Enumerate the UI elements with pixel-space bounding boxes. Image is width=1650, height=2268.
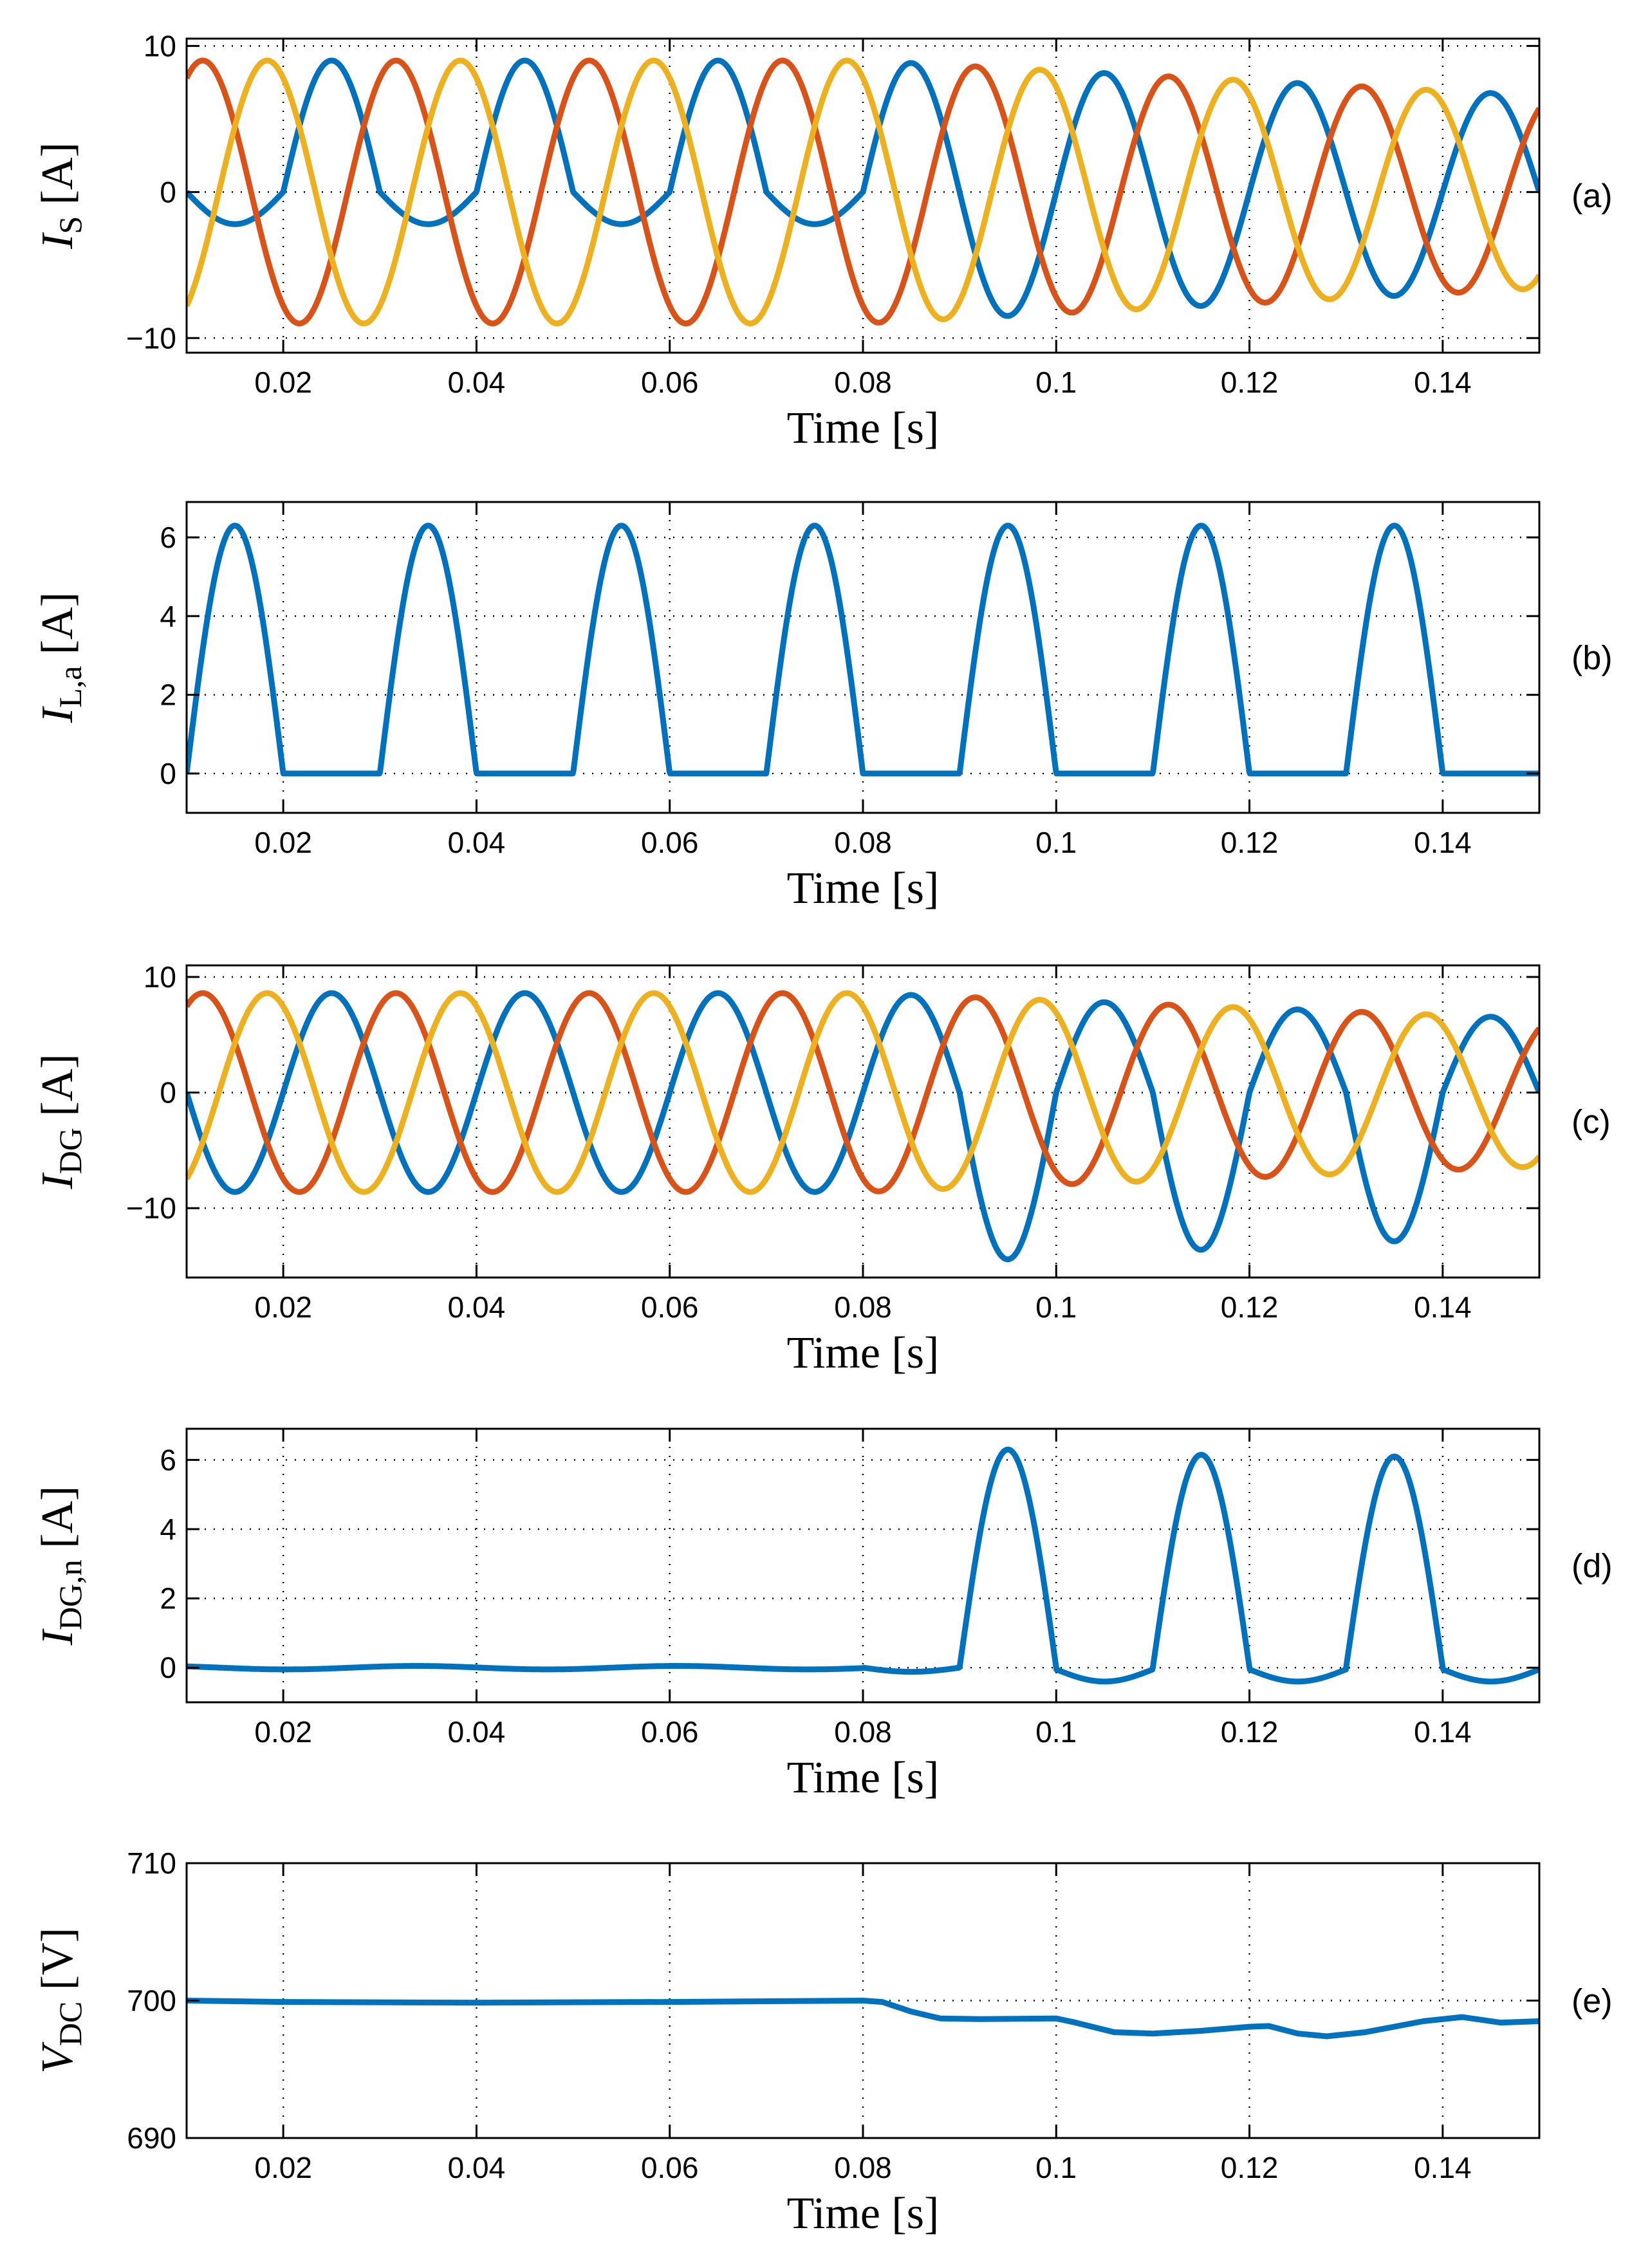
x-tick-label-e-3: 0.08	[834, 2151, 892, 2184]
y-tick-label-a-0: −10	[126, 321, 176, 355]
y-axis-label-symbol-a: I	[33, 232, 82, 250]
chart-panel-a: 0.02 0.04 0.06 0.08 0.1 0.12 0.14 −10 0 10 Time [s…	[33, 29, 1613, 453]
x-axis-label-c: Time [s]	[787, 1328, 940, 1378]
x-tick-label-b-3: 0.08	[834, 826, 892, 859]
y-tick-label-d-1: 2	[160, 1582, 176, 1615]
x-tick-label-e-0: 0.02	[254, 2151, 312, 2184]
x-tick-label-a-4: 0.1	[1035, 366, 1077, 399]
y-axis-label-b: IL,a [A]	[33, 592, 88, 723]
x-tick-label-c-3: 0.08	[834, 1290, 892, 1324]
y-axis-label-c: IDG [A]	[33, 1054, 88, 1189]
x-tick-label-b-2: 0.06	[641, 826, 699, 859]
series-c-2	[187, 990, 1539, 1195]
x-axis-label-e: Time [s]	[787, 2189, 940, 2238]
y-axis-label-symbol-b: I	[33, 705, 82, 723]
x-tick-label-b-5: 0.12	[1221, 826, 1279, 859]
chart-panel-c: 0.02 0.04 0.06 0.08 0.1 0.12 0.14 −10 0 10 Time [s…	[33, 960, 1611, 1378]
panel-label-c: (c)	[1571, 1104, 1611, 1141]
y-tick-label-b-3: 6	[160, 521, 176, 554]
x-tick-label-b-4: 0.1	[1035, 826, 1077, 859]
y-axis-label-subscript-c: DG	[52, 1128, 88, 1174]
y-tick-label-e-2: 710	[127, 1846, 176, 1880]
y-tick-label-a-2: 10	[144, 29, 176, 62]
x-tick-label-d-1: 0.04	[448, 1715, 506, 1749]
x-axis-label-a: Time [s]	[787, 404, 940, 453]
y-tick-label-e-1: 700	[127, 1984, 176, 2018]
y-tick-label-b-2: 4	[160, 599, 176, 633]
y-tick-label-e-0: 690	[127, 2121, 176, 2155]
y-axis-label-unit-c: [A]	[33, 1054, 82, 1128]
x-tick-label-c-1: 0.04	[448, 1290, 506, 1324]
y-tick-label-b-0: 0	[160, 757, 176, 790]
y-tick-label-c-2: 10	[144, 960, 176, 994]
y-tick-label-d-2: 4	[160, 1512, 176, 1546]
x-tick-label-b-1: 0.04	[448, 826, 506, 859]
y-tick-label-d-3: 6	[160, 1443, 176, 1476]
x-tick-label-c-5: 0.12	[1221, 1290, 1279, 1324]
y-axis-label-symbol-c: I	[33, 1172, 82, 1190]
x-tick-label-d-6: 0.14	[1414, 1715, 1472, 1749]
x-tick-label-c-6: 0.14	[1414, 1290, 1472, 1324]
x-tick-label-e-5: 0.12	[1221, 2151, 1279, 2184]
series-a-2	[187, 57, 1539, 327]
chart-panel-b: 0.02 0.04 0.06 0.08 0.1 0.12 0.14 0 2 4 6 Time [s] I…	[33, 501, 1613, 913]
y-axis-label-symbol-e: V	[33, 2041, 82, 2074]
panel-label-e: (e)	[1571, 1983, 1613, 2020]
x-tick-label-e-4: 0.1	[1035, 2151, 1077, 2184]
x-axis-label-b: Time [s]	[787, 864, 940, 913]
y-axis-label-subscript-e: DC	[52, 2002, 88, 2046]
y-tick-label-c-0: −10	[126, 1191, 176, 1225]
y-axis-label-d: IDG,n [A]	[33, 1486, 88, 1646]
panel-label-d: (d)	[1571, 1548, 1613, 1585]
x-tick-label-b-6: 0.14	[1414, 826, 1472, 859]
y-axis-label-unit-a: [A]	[33, 142, 82, 216]
y-axis-label-symbol-d: I	[33, 1628, 82, 1646]
x-tick-label-a-5: 0.12	[1221, 366, 1279, 399]
x-tick-label-b-0: 0.02	[254, 826, 312, 859]
x-tick-label-a-6: 0.14	[1414, 366, 1472, 399]
series-c-1	[187, 990, 1539, 1195]
x-tick-label-d-5: 0.12	[1221, 1715, 1279, 1749]
x-tick-label-d-3: 0.08	[834, 1715, 892, 1749]
x-tick-label-a-3: 0.08	[834, 366, 892, 399]
panel-label-b: (b)	[1571, 640, 1613, 677]
y-tick-label-d-0: 0	[160, 1651, 176, 1684]
y-axis-label-unit-b: [A]	[33, 592, 82, 666]
y-axis-label-subscript-a: S	[52, 216, 88, 234]
x-tick-label-c-2: 0.06	[641, 1290, 699, 1324]
series-d-0	[187, 1446, 1539, 1685]
x-tick-label-a-0: 0.02	[254, 366, 312, 399]
x-tick-label-e-6: 0.14	[1414, 2151, 1472, 2184]
y-axis-label-a: IS [A]	[33, 142, 88, 250]
x-tick-label-d-0: 0.02	[254, 1715, 312, 1749]
x-axis-label-d: Time [s]	[787, 1753, 940, 1803]
x-tick-label-e-2: 0.06	[641, 2151, 699, 2184]
y-axis-label-subscript-d: DG,n	[52, 1559, 88, 1630]
x-tick-label-a-1: 0.04	[448, 366, 506, 399]
plot-area-d	[187, 1429, 1539, 1702]
series-c-0	[187, 990, 1539, 1263]
series-b-0	[187, 523, 1539, 777]
y-axis-label-unit-e: [V]	[33, 1928, 82, 2002]
x-tick-label-c-0: 0.02	[254, 1290, 312, 1324]
series-e-0	[187, 1998, 1539, 2040]
x-tick-label-c-4: 0.1	[1035, 1290, 1077, 1324]
x-tick-label-a-2: 0.06	[641, 366, 699, 399]
y-tick-label-b-1: 2	[160, 678, 176, 712]
chart-panel-d: 0.02 0.04 0.06 0.08 0.1 0.12 0.14 0 2 4 6 Time [s] I…	[33, 1427, 1613, 1803]
y-tick-label-c-1: 0	[160, 1076, 176, 1110]
series-a-0	[187, 57, 1539, 319]
chart-panel-e: 0.02 0.04 0.06 0.08 0.1 0.12 0.14 690 700 710 Time…	[33, 1846, 1613, 2238]
y-axis-label-unit-d: [A]	[33, 1486, 82, 1560]
x-tick-label-d-4: 0.1	[1035, 1715, 1077, 1749]
x-tick-label-d-2: 0.06	[641, 1715, 699, 1749]
x-tick-label-e-1: 0.04	[448, 2151, 506, 2184]
y-axis-label-subscript-b: L,a	[52, 666, 88, 708]
y-axis-label-e: VDC [V]	[33, 1928, 88, 2074]
panel-label-a: (a)	[1571, 178, 1613, 215]
series-a-1	[187, 57, 1539, 327]
y-tick-label-a-1: 0	[160, 175, 176, 209]
